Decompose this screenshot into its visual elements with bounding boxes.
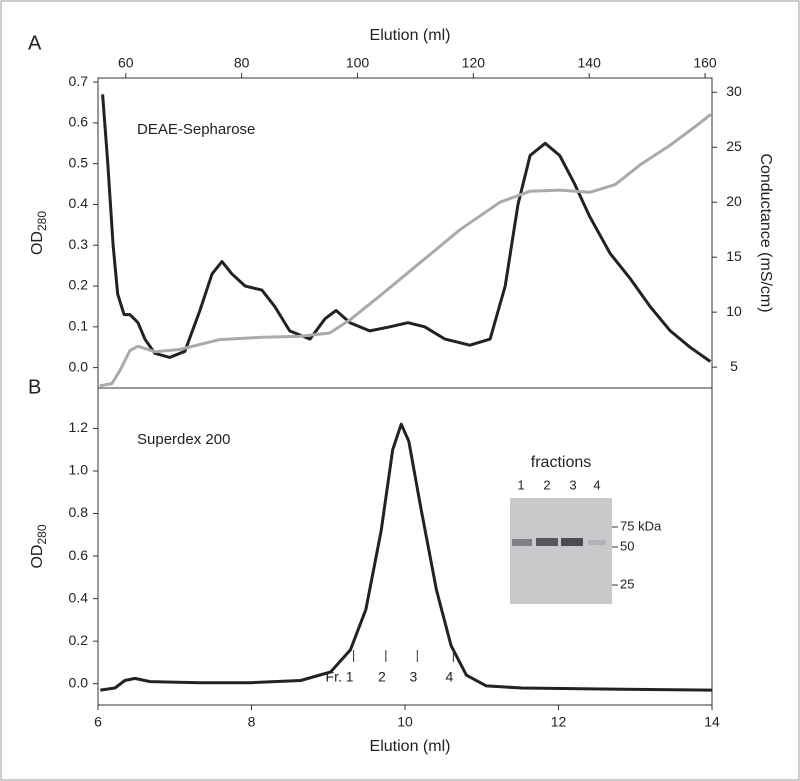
annotation: DEAE-Sepharose — [137, 121, 255, 138]
y-tick-label: 1.0 — [69, 462, 89, 478]
y-tick-label: 0.0 — [69, 358, 89, 374]
y2-tick-label: 10 — [726, 303, 742, 319]
y2-tick-label: 15 — [726, 248, 742, 264]
lane-label: 2 — [543, 477, 550, 492]
x-tick-label: 80 — [234, 55, 250, 71]
panel-letter: A — [28, 32, 42, 54]
y-tick-label: 0.1 — [69, 318, 89, 334]
marker-label: 75 kDa — [620, 518, 662, 533]
fraction-label: 3 — [409, 669, 417, 685]
y-tick-label: 0.5 — [69, 154, 89, 170]
data-line — [101, 94, 712, 363]
gel-inset: fractions 1 2 3 4 75 kDa 50 25 — [510, 454, 662, 604]
panel-letter: B — [28, 376, 41, 398]
y-axis-label-sub: 280 — [35, 524, 49, 544]
data-line — [99, 113, 712, 388]
x-tick-label: 160 — [693, 55, 717, 71]
gel-band — [512, 539, 532, 546]
x-tick-label: 120 — [462, 55, 486, 71]
y2-axis-label: Conductance (mS/cm) — [757, 153, 774, 312]
y-tick-label: 0.4 — [69, 195, 89, 211]
x-axis-label: Elution (ml) — [370, 738, 451, 755]
inset-title: fractions — [531, 454, 591, 471]
x-tick-label: 14 — [704, 714, 720, 730]
fraction-label: Fr. 1 — [326, 669, 354, 685]
x-tick-label: 60 — [118, 55, 134, 71]
y-tick-label: 0.6 — [69, 547, 89, 563]
x-tick-label: 8 — [248, 714, 256, 730]
x-tick-label: 100 — [346, 55, 370, 71]
y-tick-label: 0.3 — [69, 236, 89, 252]
y-axis-label-main: OD — [29, 231, 46, 255]
data-line — [100, 422, 713, 692]
y2-tick-label: 25 — [726, 138, 742, 154]
x-tick-label: 140 — [578, 55, 602, 71]
y2-tick-label: 30 — [726, 83, 742, 99]
y-tick-label: 0.4 — [69, 589, 89, 605]
y-tick-label: 0.0 — [69, 674, 89, 690]
lane-label: 1 — [517, 477, 524, 492]
lane-label: 4 — [593, 477, 600, 492]
gel — [510, 498, 612, 604]
annotation: Superdex 200 — [137, 431, 230, 448]
x-tick-label: 12 — [551, 714, 567, 730]
gel-band — [536, 538, 558, 546]
marker-label: 50 — [620, 538, 634, 553]
y-axis-label: OD280 — [29, 524, 49, 568]
fraction-label: 2 — [378, 669, 386, 685]
y-tick-label: 0.6 — [69, 114, 89, 130]
lane-label: 3 — [569, 477, 576, 492]
y-tick-label: 0.2 — [69, 632, 89, 648]
y2-tick-label: 5 — [730, 358, 738, 374]
y-tick-label: 0.8 — [69, 504, 89, 520]
y-axis-label-main: OD — [29, 545, 46, 569]
gel-band — [561, 538, 583, 546]
x-tick-label: 6 — [94, 714, 102, 730]
gel-band — [588, 540, 606, 545]
y-tick-label: 1.2 — [69, 419, 89, 435]
x-axis-label: Elution (ml) — [370, 27, 451, 44]
marker-label: 25 — [620, 576, 634, 591]
y-tick-label: 0.2 — [69, 277, 89, 293]
y-tick-label: 0.7 — [69, 73, 89, 89]
y-axis-label: OD280 — [29, 211, 49, 255]
x-tick-label: 10 — [397, 714, 413, 730]
y2-tick-label: 20 — [726, 193, 742, 209]
y-axis-label-sub: 280 — [35, 211, 49, 231]
fraction-label: 4 — [446, 669, 454, 685]
